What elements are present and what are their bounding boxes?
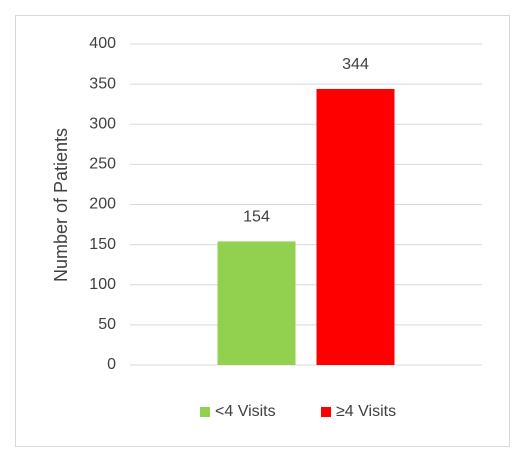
- y-tick-label: 100: [89, 276, 116, 293]
- y-tick-label: 0: [107, 356, 116, 373]
- legend-label: ≥4 Visits: [336, 403, 396, 420]
- data-label: 344: [342, 56, 369, 73]
- legend-label: <4 Visits: [215, 403, 276, 420]
- chart-border: [15, 15, 510, 447]
- y-tick-label: 150: [89, 236, 116, 253]
- y-tick-label: 200: [89, 196, 116, 213]
- y-tick-label: 350: [89, 75, 116, 92]
- y-tick-label: 50: [98, 316, 116, 333]
- legend-swatch: [200, 407, 210, 417]
- y-tick-label: 250: [89, 156, 116, 173]
- y-axis-label: Number of Patients: [51, 128, 71, 282]
- bar: [217, 241, 296, 365]
- data-label: 154: [243, 209, 270, 226]
- y-tick-label: 300: [89, 115, 116, 132]
- legend-swatch: [321, 407, 331, 417]
- y-tick-label: 400: [89, 35, 116, 52]
- bar: [316, 88, 395, 365]
